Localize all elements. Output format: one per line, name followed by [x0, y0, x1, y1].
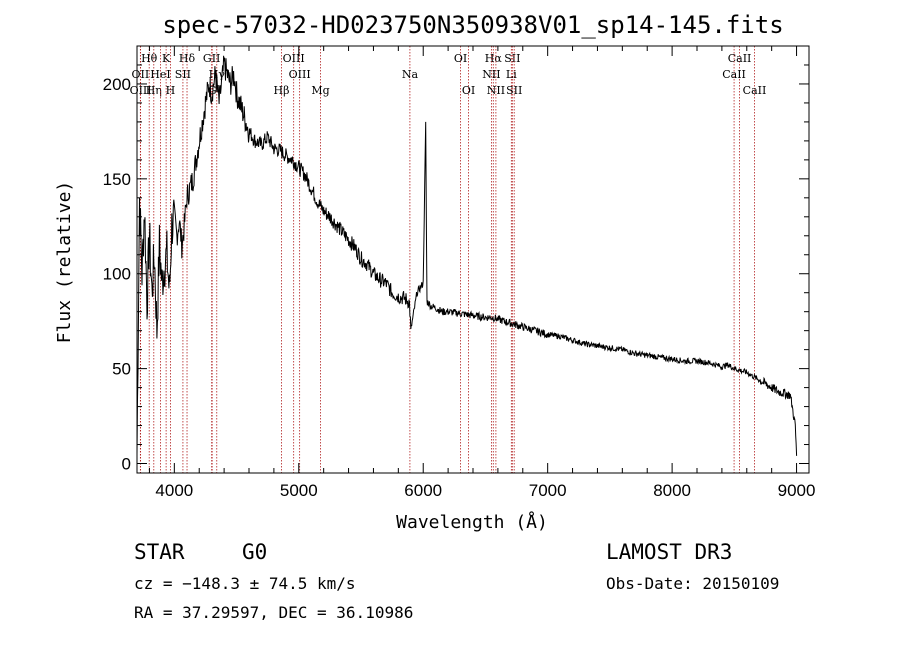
line-label-18: OI — [462, 84, 475, 97]
line-label-20: SII — [504, 52, 520, 65]
redshift-velocity: cz = −148.3 ± 74.5 km/s — [134, 574, 356, 593]
line-label-6: SII — [175, 68, 191, 81]
y-tick-label-4: 200 — [103, 75, 131, 94]
chart-title: spec-57032-HD023750N350938V01_sp14-145.f… — [162, 11, 783, 39]
x-tick-label-0: 4000 — [155, 481, 193, 500]
spectrum-series — [136, 55, 798, 456]
sky-coordinates: RA = 37.29597, DEC = 36.10986 — [134, 603, 414, 622]
line-label-11: G — [208, 84, 217, 97]
line-label-22: Li — [506, 68, 517, 81]
line-label-3: Hη — [146, 84, 162, 97]
axis-ticks: 4000 5000 6000 7000 8000 9000 0 50 100 150 200 — [103, 46, 816, 500]
line-label-2: OIII — [130, 84, 152, 97]
y-axis-label: Flux (relative) — [54, 181, 75, 344]
x-tick-label-1: 5000 — [280, 481, 318, 500]
plot-frame — [136, 45, 810, 474]
y-tick-label-2: 100 — [103, 265, 131, 284]
line-label-0: Hθ — [141, 52, 158, 65]
line-label-4: K — [162, 52, 171, 65]
x-tick-label-2: 6000 — [404, 481, 442, 500]
line-label-26: CaII — [722, 68, 746, 81]
line-label-25: CaII — [728, 52, 752, 65]
line-label-16: Na — [402, 68, 419, 81]
object-class: STAR — [134, 540, 185, 564]
line-label-8: Hδ — [179, 52, 196, 65]
line-label-14: Hβ — [274, 84, 290, 97]
y-tick-label-3: 150 — [103, 170, 131, 189]
line-label-23: NII — [487, 84, 505, 97]
x-tick-label-3: 7000 — [529, 481, 567, 500]
line-label-27: CaII — [743, 84, 767, 97]
x-tick-label-4: 8000 — [653, 481, 691, 500]
line-label-19: Hα — [485, 52, 503, 65]
line-label-12: OIII — [283, 52, 305, 65]
line-label-13: OIII — [289, 68, 311, 81]
line-label-9: GII — [203, 52, 220, 65]
line-label-21: NII — [482, 68, 500, 81]
x-tick-label-5: 9000 — [778, 481, 816, 500]
line-label-5: HeI — [150, 68, 170, 81]
line-label-17: OI — [454, 52, 467, 65]
line-label-15: Mg — [311, 84, 329, 97]
x-axis-label: Wavelength (Å) — [396, 511, 548, 533]
y-tick-label-0: 0 — [122, 455, 131, 474]
line-label-24: SII — [506, 84, 522, 97]
y-tick-label-1: 50 — [112, 360, 131, 379]
survey-name: LAMOST DR3 — [606, 540, 733, 564]
line-label-7: H — [166, 84, 176, 97]
object-subclass: G0 — [242, 540, 268, 564]
observation-date: Obs-Date: 20150109 — [606, 574, 780, 593]
